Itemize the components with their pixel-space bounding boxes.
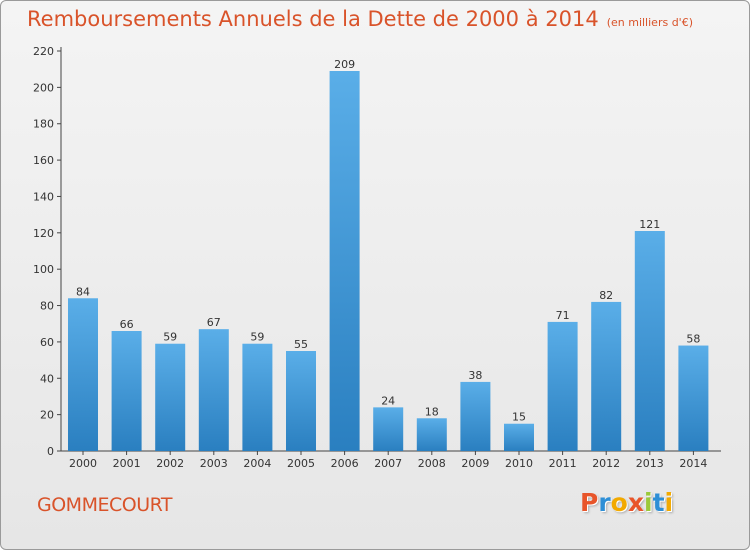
- x-tick-label: 2008: [418, 457, 446, 470]
- bar: [111, 331, 142, 451]
- y-tick-label: 80: [40, 300, 54, 313]
- data-label: 38: [468, 369, 482, 382]
- x-tick-label: 2006: [331, 457, 359, 470]
- data-label: 67: [207, 316, 221, 329]
- y-tick-label: 140: [33, 190, 54, 203]
- x-tick-label: 2011: [549, 457, 577, 470]
- y-tick-label: 100: [33, 263, 54, 276]
- y-tick-label: 160: [33, 154, 54, 167]
- logo-letter: i: [644, 488, 653, 517]
- bar: [591, 301, 622, 451]
- proxiti-logo: Proxiti: [580, 488, 673, 517]
- y-tick-label: 20: [40, 409, 54, 422]
- bar: [678, 345, 709, 451]
- chart-title: Remboursements Annuels de la Dette de 20…: [27, 7, 599, 31]
- x-tick-label: 2000: [69, 457, 97, 470]
- data-label: 84: [76, 285, 90, 298]
- data-label: 18: [425, 405, 439, 418]
- x-tick-label: 2004: [243, 457, 271, 470]
- x-tick-label: 2001: [113, 457, 141, 470]
- logo-letter: P: [580, 488, 599, 517]
- title-row: Remboursements Annuels de la Dette de 20…: [27, 7, 693, 31]
- data-label: 24: [381, 394, 395, 407]
- data-label: 121: [639, 218, 660, 231]
- bar: [504, 423, 534, 451]
- x-tick-label: 2005: [287, 457, 315, 470]
- x-tick-label: 2002: [156, 457, 184, 470]
- y-tick-label: 120: [33, 227, 54, 240]
- x-tick-label: 2007: [374, 457, 402, 470]
- y-tick-label: 200: [33, 81, 54, 94]
- logo-letter: i: [664, 488, 674, 517]
- data-label: 82: [599, 289, 613, 302]
- data-label: 66: [120, 318, 134, 331]
- y-tick-label: 60: [40, 336, 54, 349]
- bar: [286, 351, 316, 451]
- data-label: 209: [334, 58, 355, 71]
- logo-letter: x: [627, 488, 644, 517]
- bar: [460, 381, 491, 451]
- y-tick-label: 40: [40, 372, 54, 385]
- x-tick-label: 2012: [592, 457, 620, 470]
- bar: [416, 418, 447, 451]
- bar: [155, 343, 186, 451]
- commune-name: GOMMECOURT: [37, 494, 173, 516]
- bar: [198, 329, 229, 451]
- y-tick-label: 220: [33, 45, 54, 58]
- chart-subtitle: (en milliers d'€): [606, 16, 693, 29]
- bar: [242, 343, 273, 451]
- data-label: 59: [250, 331, 264, 344]
- data-label: 71: [556, 309, 570, 322]
- y-tick-label: 0: [47, 445, 54, 458]
- data-label: 15: [512, 411, 526, 424]
- data-label: 58: [686, 333, 700, 346]
- bar: [373, 407, 404, 451]
- logo-letter: t: [652, 488, 665, 517]
- x-tick-label: 2003: [200, 457, 228, 470]
- bar: [634, 231, 665, 451]
- data-label: 55: [294, 338, 308, 351]
- x-tick-label: 2010: [505, 457, 533, 470]
- bar: [329, 71, 360, 451]
- y-tick-label: 180: [33, 118, 54, 131]
- x-tick-label: 2014: [679, 457, 707, 470]
- logo-letter: r: [598, 488, 611, 517]
- logo-letter: o: [610, 488, 628, 517]
- data-label: 59: [163, 331, 177, 344]
- bar: [68, 298, 98, 451]
- x-tick-label: 2009: [461, 457, 489, 470]
- x-tick-label: 2013: [636, 457, 664, 470]
- bar: [547, 321, 578, 451]
